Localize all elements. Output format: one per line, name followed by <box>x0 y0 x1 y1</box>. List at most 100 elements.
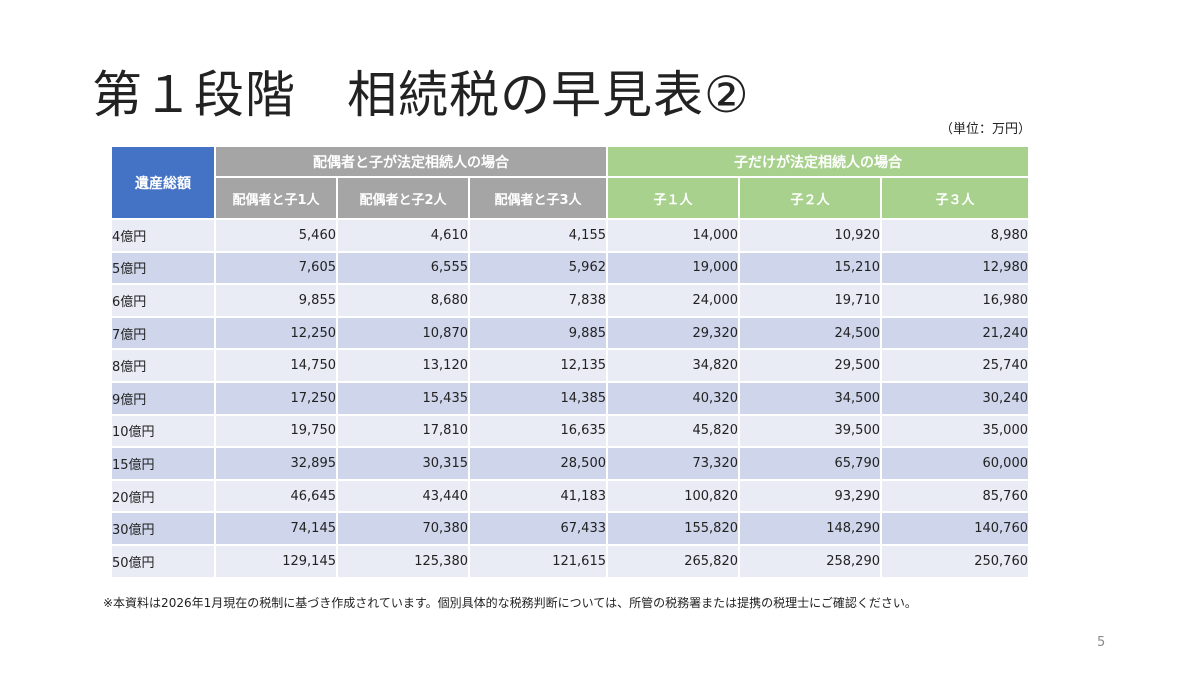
table-cell: 4,155 <box>468 218 608 253</box>
table-cell: 7,605 <box>214 250 338 286</box>
table-cell: 148,290 <box>738 511 882 546</box>
table-cell: 155,820 <box>606 511 740 546</box>
row-label: 9億円 <box>110 380 216 416</box>
table-cell: 39,500 <box>738 413 882 449</box>
table-cell: 32,895 <box>214 446 338 481</box>
table-cell: 14,750 <box>214 348 338 383</box>
column-header: 子１人 <box>606 176 740 220</box>
row-label: 30億円 <box>110 511 216 546</box>
table-cell: 34,820 <box>606 348 740 383</box>
table-cell: 73,320 <box>606 446 740 481</box>
table-row: 6億円 9,855 8,680 7,838 24,000 19,710 16,980 <box>110 283 1030 318</box>
table-cell: 258,290 <box>738 543 882 579</box>
row-label: 50億円 <box>110 543 216 579</box>
row-label: 4億円 <box>110 218 216 253</box>
unit-label: （単位：万円） <box>940 122 1032 137</box>
table-cell: 19,000 <box>606 250 740 286</box>
table-cell: 30,315 <box>336 446 470 481</box>
table-cell: 12,135 <box>468 348 608 383</box>
page-title: 第１段階 相続税の早見表② <box>92 66 750 124</box>
table-row: 15億円 32,895 30,315 28,500 73,320 65,790 60,000 <box>110 446 1030 481</box>
disclaimer-note: ※本資料は2026年1月現在の税制に基づき作成されています。個別具体的な税務判断… <box>103 596 917 610</box>
table-cell: 29,500 <box>738 348 882 383</box>
table-cell: 30,240 <box>880 380 1030 416</box>
table-cell: 6,555 <box>336 250 470 286</box>
table-cell: 19,710 <box>738 283 882 318</box>
estate-total-header: 遺産総額 <box>110 145 216 220</box>
table-cell: 12,250 <box>214 315 338 351</box>
row-label: 20億円 <box>110 478 216 514</box>
table-cell: 17,810 <box>336 413 470 449</box>
table-cell: 17,250 <box>214 380 338 416</box>
table-cell: 46,645 <box>214 478 338 514</box>
row-label: 10億円 <box>110 413 216 449</box>
table-cell: 19,750 <box>214 413 338 449</box>
table-cell: 74,145 <box>214 511 338 546</box>
table-body: 4億円 5,460 4,610 4,155 14,000 10,920 8,980 5億円 7,… <box>110 218 1030 579</box>
table-cell: 10,920 <box>738 218 882 253</box>
row-label: 7億円 <box>110 315 216 351</box>
table-cell: 100,820 <box>606 478 740 514</box>
row-label: 15億円 <box>110 446 216 481</box>
table-cell: 14,000 <box>606 218 740 253</box>
table-cell: 14,385 <box>468 380 608 416</box>
table-row: 9億円 17,250 15,435 14,385 40,320 34,500 30,240 <box>110 380 1030 416</box>
table-cell: 21,240 <box>880 315 1030 351</box>
column-header: 配偶者と子2人 <box>336 176 470 220</box>
table-row: 8億円 14,750 13,120 12,135 34,820 29,500 25,740 <box>110 348 1030 383</box>
table-cell: 125,380 <box>336 543 470 579</box>
table-cell: 15,210 <box>738 250 882 286</box>
table-cell: 70,380 <box>336 511 470 546</box>
table-row: 30億円 74,145 70,380 67,433 155,820 148,290 140,… <box>110 511 1030 546</box>
table-cell: 8,980 <box>880 218 1030 253</box>
column-header: 配偶者と子1人 <box>214 176 338 220</box>
table-cell: 129,145 <box>214 543 338 579</box>
table-row: 20億円 46,645 43,440 41,183 100,820 93,290 85,76… <box>110 478 1030 514</box>
children-only-header: 子だけが法定相続人の場合 <box>606 145 1030 178</box>
table-cell: 35,000 <box>880 413 1030 449</box>
table-cell: 45,820 <box>606 413 740 449</box>
table-cell: 7,838 <box>468 283 608 318</box>
table-row: 7億円 12,250 10,870 9,885 29,320 24,500 21,240 <box>110 315 1030 351</box>
table-cell: 4,610 <box>336 218 470 253</box>
table-cell: 93,290 <box>738 478 882 514</box>
table-cell: 41,183 <box>468 478 608 514</box>
table-cell: 13,120 <box>336 348 470 383</box>
table-row: 10億円 19,750 17,810 16,635 45,820 39,500 35,000 <box>110 413 1030 449</box>
table-cell: 60,000 <box>880 446 1030 481</box>
row-label: 6億円 <box>110 283 216 318</box>
table-cell: 265,820 <box>606 543 740 579</box>
table-cell: 34,500 <box>738 380 882 416</box>
table-cell: 12,980 <box>880 250 1030 286</box>
table-cell: 29,320 <box>606 315 740 351</box>
table-cell: 16,980 <box>880 283 1030 318</box>
table-cell: 85,760 <box>880 478 1030 514</box>
table-cell: 5,962 <box>468 250 608 286</box>
table-cell: 65,790 <box>738 446 882 481</box>
table-row: 4億円 5,460 4,610 4,155 14,000 10,920 8,980 <box>110 218 1030 253</box>
row-label: 5億円 <box>110 250 216 286</box>
column-header: 子３人 <box>880 176 1030 220</box>
table-cell: 9,885 <box>468 315 608 351</box>
table-cell: 43,440 <box>336 478 470 514</box>
table-cell: 9,855 <box>214 283 338 318</box>
table-cell: 10,870 <box>336 315 470 351</box>
table-cell: 5,460 <box>214 218 338 253</box>
row-label: 8億円 <box>110 348 216 383</box>
page-number: 5 <box>1097 635 1106 650</box>
table-cell: 140,760 <box>880 511 1030 546</box>
table-cell: 24,000 <box>606 283 740 318</box>
table-cell: 16,635 <box>468 413 608 449</box>
table-cell: 250,760 <box>880 543 1030 579</box>
table-cell: 25,740 <box>880 348 1030 383</box>
table-cell: 24,500 <box>738 315 882 351</box>
table-cell: 8,680 <box>336 283 470 318</box>
tax-table: 遺産総額 配偶者と子が法定相続人の場合 子だけが法定相続人の場合 配偶者と子1人… <box>110 145 1030 579</box>
column-header: 配偶者と子3人 <box>468 176 608 220</box>
spouse-and-children-header: 配偶者と子が法定相続人の場合 <box>214 145 608 178</box>
column-header: 子２人 <box>738 176 882 220</box>
table-row: 50億円 129,145 125,380 121,615 265,820 258,290 2… <box>110 543 1030 579</box>
table-cell: 67,433 <box>468 511 608 546</box>
table-cell: 121,615 <box>468 543 608 579</box>
table-cell: 40,320 <box>606 380 740 416</box>
